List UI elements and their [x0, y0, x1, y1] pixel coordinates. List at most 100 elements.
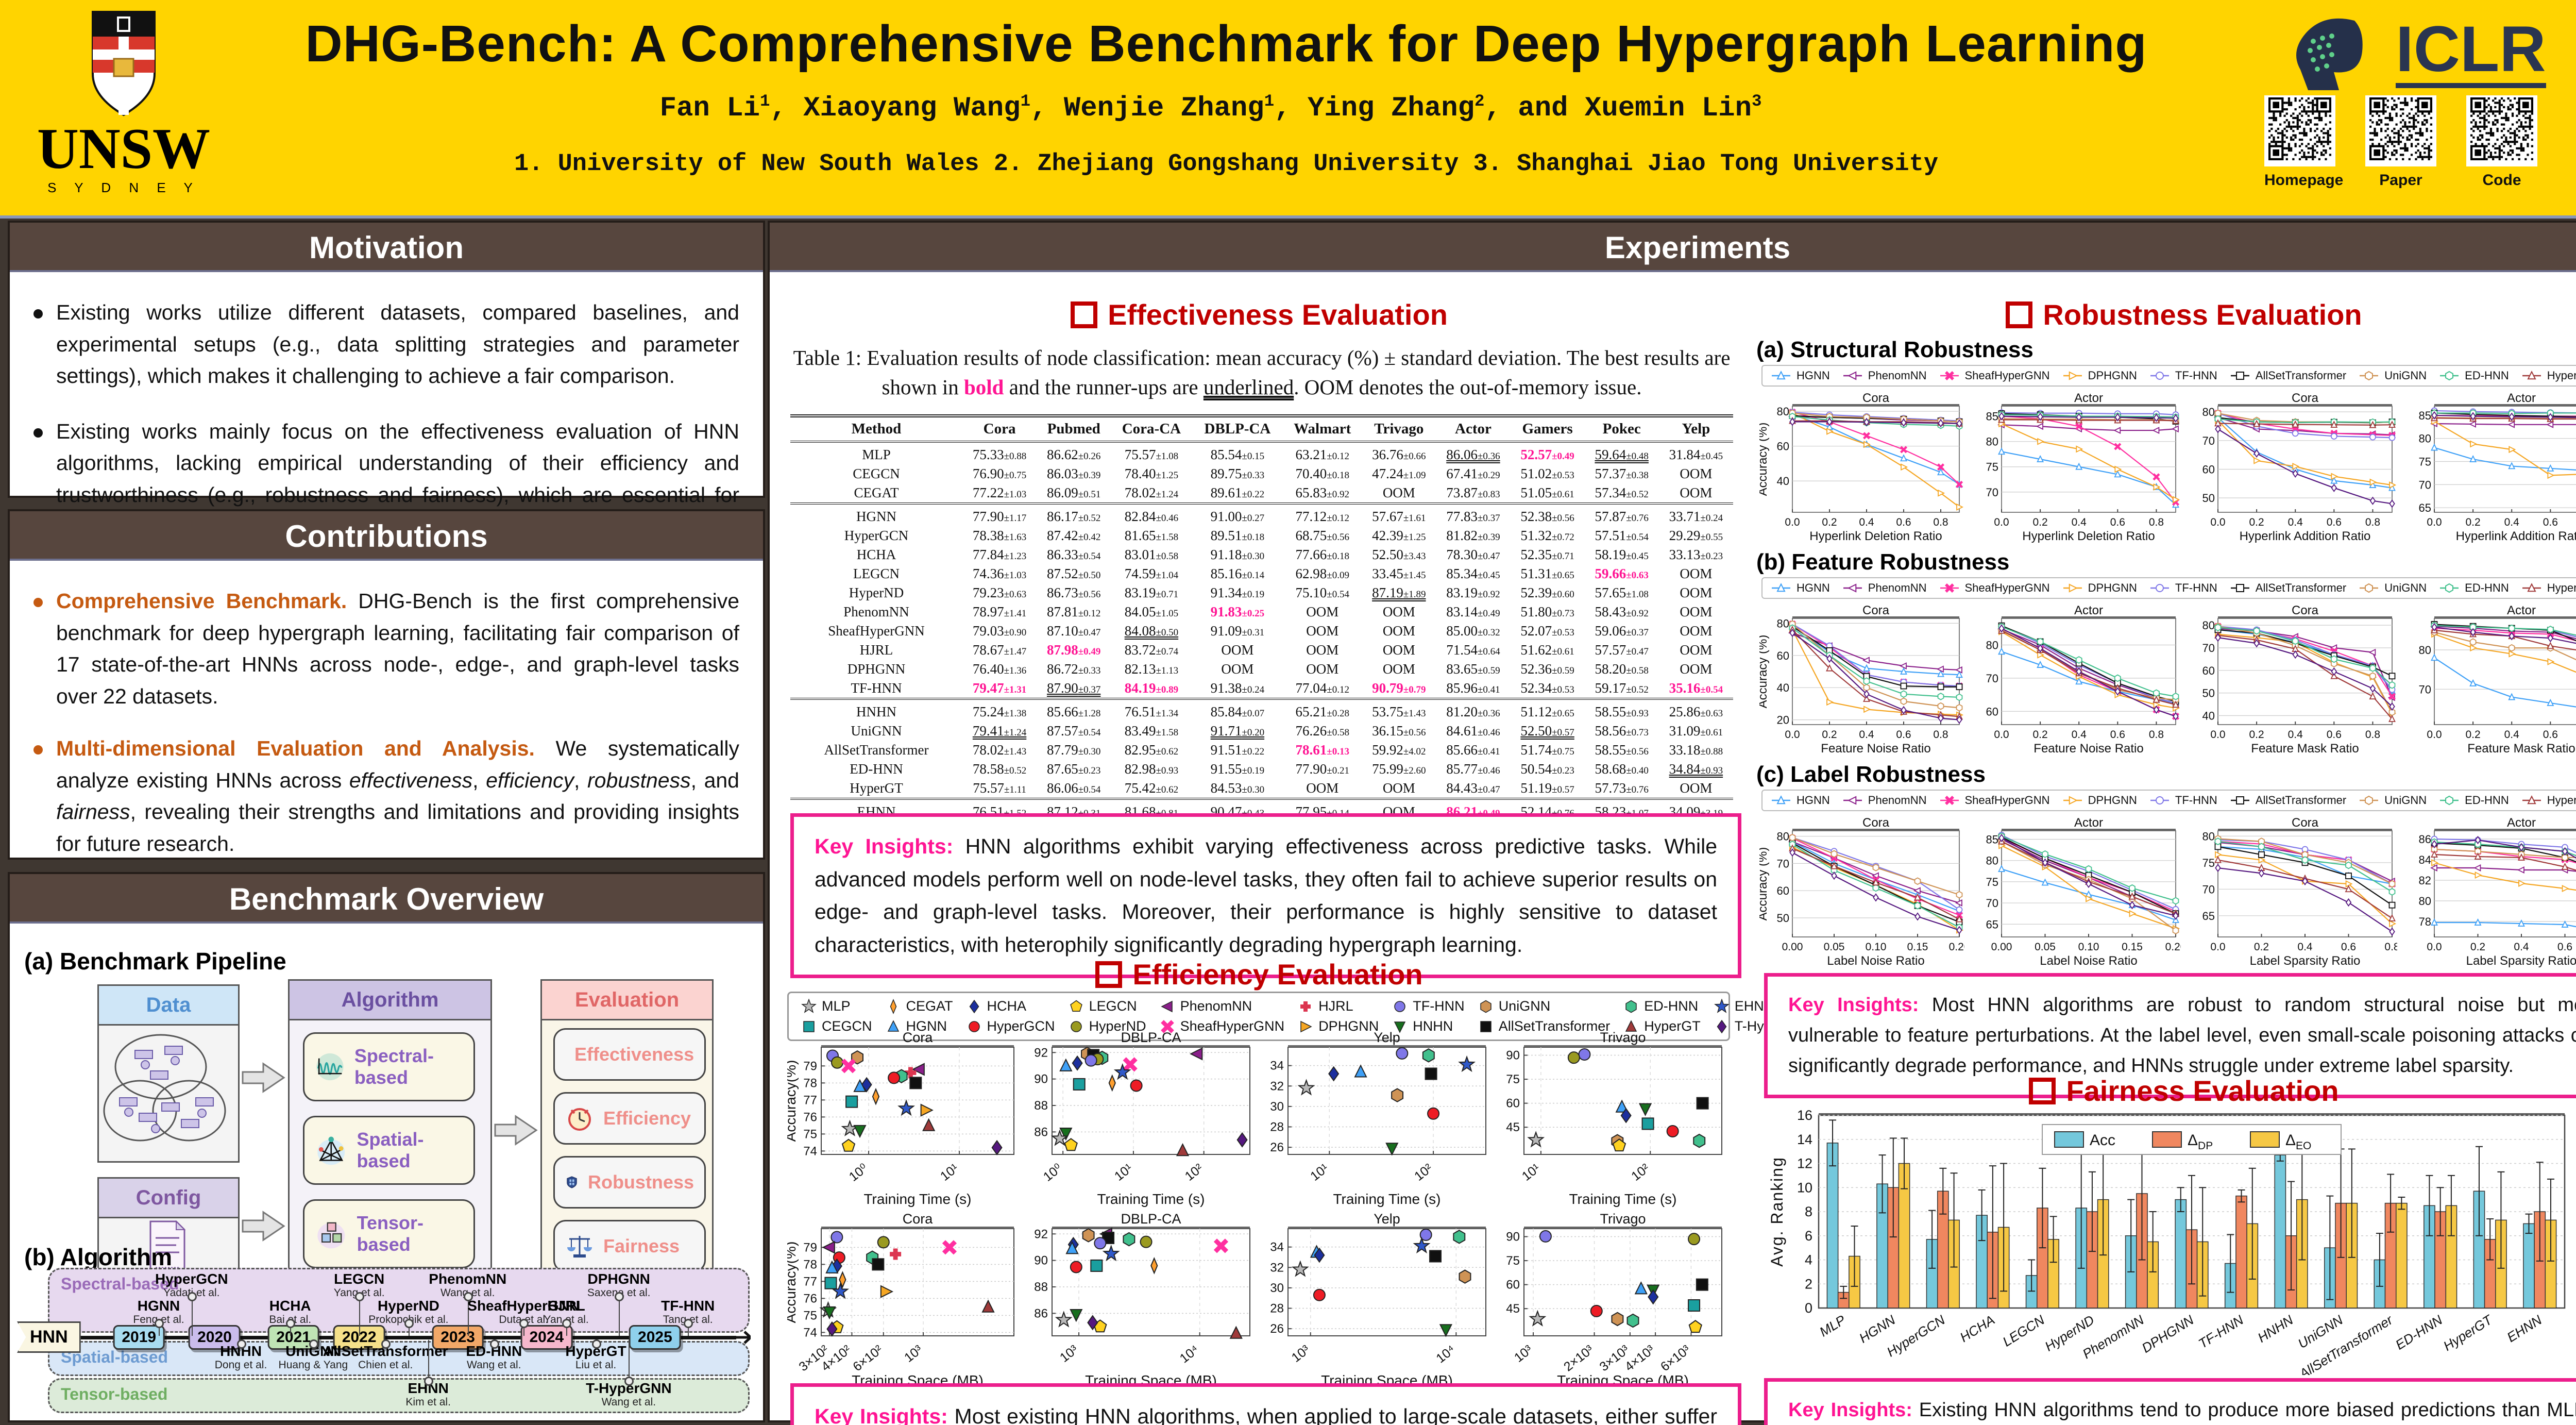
svg-text:0.2: 0.2	[2033, 516, 2048, 528]
method-cite: Chien et al.	[358, 1359, 413, 1371]
value-cell: 78.61±0.13	[1295, 742, 1349, 758]
value-cell: 52.35±0.71	[1520, 547, 1574, 562]
svg-text:65: 65	[1986, 918, 1998, 931]
value-cell: 87.57±0.54	[1046, 723, 1101, 739]
value-cell: 86.17±0.52	[1037, 502, 1111, 526]
svg-text:82: 82	[2419, 874, 2431, 887]
efficiency-title-text: Efficiency Evaluation	[1132, 958, 1423, 991]
svg-text:78: 78	[2419, 915, 2431, 928]
efficiency-key-insights: Key Insights: Most existing HNN algorith…	[790, 1383, 1741, 1425]
legend-item-DPHGNN: DPHGNN	[1298, 1018, 1379, 1034]
legend-item-DPHGNN: DPHGNN	[2062, 794, 2137, 807]
svg-text:45: 45	[1506, 1302, 1520, 1316]
method-name: HGNN	[137, 1298, 180, 1314]
value-cell: 77.90±1.17	[962, 502, 1037, 526]
value-cell: 68.75±0.56	[1295, 528, 1349, 543]
value-cell: 52.34±0.53	[1520, 680, 1574, 696]
method-pin-dot	[463, 1292, 473, 1301]
value-cell: 85.96±0.41	[1446, 680, 1500, 696]
method-name-cell: AllSetTransformer	[824, 742, 929, 758]
qr-image	[2466, 95, 2537, 166]
qr-code: Code	[2466, 95, 2537, 189]
robustness-legend: HGNN PhenomNN SheafHyperGNN DPHGNN TF-HNN All…	[1761, 577, 2576, 599]
robustness-legend: HGNN PhenomNN SheafHyperGNN DPHGNN TF-HNN All…	[1761, 790, 2576, 811]
method-name-cell: DPHGNN	[847, 661, 906, 677]
svg-text:76: 76	[803, 1292, 817, 1305]
method-name-cell: CEGCN	[853, 466, 900, 481]
motivation-header: Motivation	[10, 223, 763, 276]
svg-text:0.2: 0.2	[2254, 941, 2269, 953]
timeline-method-T-HyperGNN: T-HyperGNN Wang et al.	[586, 1380, 671, 1409]
value-cell: 51.62±0.61	[1520, 642, 1574, 658]
year-chip-2024: 2024	[520, 1325, 573, 1350]
config-box-header: Config	[99, 1179, 238, 1218]
svg-text:Label Noise Ratio: Label Noise Ratio	[1827, 954, 1924, 968]
contribution-bullet: Multi-dimensional Evaluation and Analysi…	[33, 733, 739, 860]
value-cell: 84.43±0.47	[1446, 780, 1500, 796]
svg-text:0.4: 0.4	[2504, 516, 2520, 528]
value-cell: 74.36±1.03	[972, 566, 1027, 581]
efficiency-label: Efficiency	[603, 1108, 691, 1129]
svg-text:0.05: 0.05	[2035, 941, 2056, 953]
column-header: Gamers	[1510, 416, 1585, 443]
experiments-body: Effectiveness Evaluation Table 1: Evalua…	[770, 276, 2576, 1425]
svg-text:Actor: Actor	[2507, 391, 2536, 405]
value-cell: 77.22±1.03	[972, 485, 1027, 500]
svg-text:60: 60	[1777, 649, 1789, 662]
method-name-cell: HyperGCN	[844, 528, 909, 543]
value-cell: OOM	[1680, 623, 1713, 639]
svg-text:80: 80	[2419, 895, 2431, 908]
value-cell: 85.00±0.32	[1446, 623, 1500, 639]
value-cell: 51.31±0.65	[1520, 566, 1574, 581]
legend-item-UniGNN: UniGNN	[2359, 581, 2427, 595]
value-cell: 59.64±0.48	[1584, 441, 1659, 464]
svg-text:90: 90	[1506, 1049, 1520, 1063]
algorithm-box-header: Algorithm	[290, 981, 490, 1020]
scatter-dblp-ca-space: 86 88 90 92 10³ 10⁴ DBLP-CA Training Space (MB)	[1023, 1211, 1256, 1394]
config-file-icon	[149, 1220, 186, 1275]
method-name-cell: HJRL	[859, 642, 893, 658]
value-cell: 84.53±0.30	[1210, 780, 1265, 796]
value-cell: 58.20±0.58	[1595, 661, 1649, 677]
svg-text:80: 80	[1986, 639, 1998, 652]
svg-text:16: 16	[1797, 1108, 1812, 1123]
value-cell: 57.51±0.54	[1595, 528, 1649, 543]
bullet-dot	[33, 598, 43, 607]
value-cell: 57.67±1.61	[1362, 502, 1436, 526]
svg-text:0.6: 0.6	[1896, 516, 1911, 528]
table-row: PhenomNN 78.97±1.41 87.81±0.12 84.05±1.05 91…	[790, 602, 1733, 622]
svg-text:0.0: 0.0	[1785, 516, 1800, 528]
svg-text:Actor: Actor	[2507, 603, 2536, 617]
column-header: Pubmed	[1037, 416, 1111, 443]
robustness-subsection-label: (c) Label Robustness	[1756, 762, 1986, 787]
method-pin	[523, 1323, 525, 1336]
hnn-start-flag: HNN	[17, 1321, 81, 1353]
svg-text:Trivago: Trivago	[1600, 1211, 1646, 1227]
svg-text:4: 4	[1805, 1252, 1812, 1268]
method-name-cell: HyperGT	[850, 780, 903, 796]
value-cell: 62.98±0.09	[1295, 566, 1349, 581]
tensor-based-card: Tensor-based	[303, 1199, 475, 1268]
svg-text:Accuracy (%): Accuracy (%)	[1759, 847, 1770, 921]
value-cell: 53.75±1.43	[1362, 698, 1436, 722]
tensor-cubes-icon	[317, 1222, 345, 1249]
value-cell: OOM	[1221, 661, 1254, 677]
value-cell: 89.51±0.18	[1210, 528, 1265, 543]
value-cell: 59.66±0.63	[1595, 566, 1649, 581]
value-cell: 47.24±1.09	[1372, 466, 1426, 481]
table-row: HyperND 79.23±0.63 86.73±0.56 83.19±0.71 91.…	[790, 583, 1733, 602]
value-cell: OOM	[1306, 623, 1339, 639]
value-cell: 34.84±0.93	[1669, 761, 1723, 777]
value-cell: OOM	[1306, 661, 1339, 677]
legend-item-PhenomNN: PhenomNN	[1842, 369, 1927, 382]
algorithm-box: Algorithm Spectral-based	[288, 979, 492, 1283]
value-cell: 89.61±0.22	[1210, 485, 1265, 500]
svg-text:77: 77	[803, 1275, 817, 1288]
value-cell: 83.14±0.49	[1446, 604, 1500, 619]
svg-text:Label Noise Ratio: Label Noise Ratio	[2040, 954, 2137, 968]
svg-text:28: 28	[1270, 1302, 1284, 1316]
svg-text:MLP: MLP	[1817, 1312, 1849, 1339]
legend-item-TF-HNN: TF-HNN	[1392, 998, 1465, 1014]
column-header: Actor	[1436, 416, 1511, 443]
